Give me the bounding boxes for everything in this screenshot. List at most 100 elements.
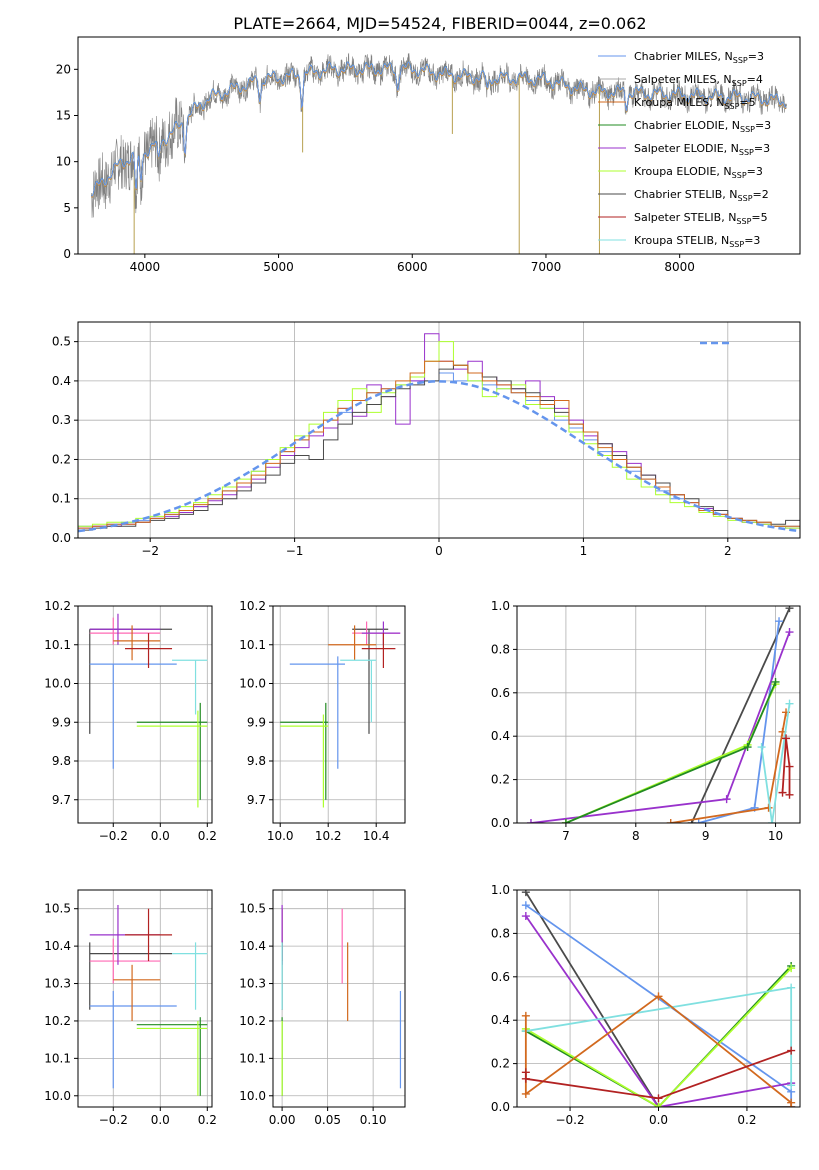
x-tick-label: −0.2 — [555, 1113, 584, 1127]
x-tick-label: 8000 — [664, 260, 695, 274]
age_vs_mass-axes: 10.0 10.2 10.4 9.7 9.8 9.9 10.0 10.1 10.2 — [239, 599, 406, 843]
x-tick-label: 0.2 — [198, 1113, 217, 1127]
age_vs_mass-frame — [272, 605, 406, 824]
mass_vs_EBV-frame — [272, 889, 406, 1108]
histogram-step — [78, 360, 800, 538]
legend-label-main: Salpeter MILES, N — [634, 73, 732, 86]
legend-label: Salpeter ELODIE, NSSP=3 — [634, 142, 770, 157]
legend-label-sub: SSP — [732, 171, 747, 180]
weight-marker — [787, 983, 796, 992]
y-tick-label: 0.6 — [491, 970, 510, 984]
x-tick-label: −0.2 — [99, 1113, 128, 1127]
weight-marker — [768, 819, 777, 823]
mass_vs_EBV-plot — [281, 904, 402, 1096]
age_vs_Z-frame — [77, 605, 213, 824]
legend-label-sub: SSP — [738, 194, 753, 203]
x-tick-label: 0.0 — [151, 829, 170, 843]
weight-marker — [787, 1046, 796, 1055]
histogram-step — [78, 341, 800, 538]
weight-marker — [521, 1074, 530, 1083]
weight-marker — [785, 762, 794, 771]
x-tick-label: 1 — [580, 544, 588, 558]
legend-label-main: Chabrier MILES, N — [634, 50, 733, 63]
y-tick-label: 0.3 — [52, 413, 71, 427]
y-tick-label: 9.7 — [247, 793, 266, 807]
x-tick-label: 0.2 — [198, 829, 217, 843]
y-tick-label: 10.1 — [239, 638, 266, 652]
age_vs_Z-axes: −0.2 0.0 0.2 9.7 9.8 9.9 10.0 10.1 10.2 — [44, 599, 217, 843]
y-tick-label: 10.0 — [44, 1089, 71, 1103]
x-tick-label: 8 — [632, 829, 640, 843]
y-tick-label: 15 — [56, 108, 71, 122]
residuals-axes: −2 −1 0 1 2 0.0 0.1 0.2 0.3 0.4 0.5 — [52, 321, 801, 558]
x-tick-label: 10.0 — [267, 829, 294, 843]
weight-marker — [654, 1094, 663, 1103]
x-tick-label: −1 — [286, 544, 304, 558]
x-tick-label: 10.4 — [363, 829, 390, 843]
y-tick-label: 10.2 — [239, 1014, 266, 1028]
y-tick-label: 0 — [63, 247, 71, 261]
x-tick-label: 5000 — [263, 260, 294, 274]
legend-label: Kroupa STELIB, NSSP=3 — [634, 234, 760, 249]
weight-marker — [764, 803, 773, 812]
legend-label-sub: SSP — [729, 240, 744, 249]
weight-marker — [526, 819, 535, 823]
y-tick-label: 0.2 — [491, 1057, 510, 1071]
legend-label-main: Chabrier STELIB, N — [634, 188, 738, 201]
y-tick-label: 0.1 — [52, 492, 71, 506]
y-tick-label: 0.0 — [491, 1100, 510, 1114]
legend-label-main: Kroupa STELIB, N — [634, 234, 729, 247]
legend-label: Salpeter MILES, NSSP=4 — [634, 73, 763, 88]
weight-line — [690, 607, 791, 823]
weight-line — [760, 703, 791, 823]
y-tick-label: 9.8 — [247, 754, 266, 768]
spectrum-frame — [77, 36, 801, 255]
weight-marker — [787, 964, 796, 973]
y-tick-label: 10.1 — [239, 1051, 266, 1065]
weight-marker — [561, 819, 570, 823]
y-tick-label: 10.0 — [239, 677, 266, 691]
legend-label-tail: =3 — [747, 165, 763, 178]
legend-label-main: Chabrier ELODIE, N — [634, 119, 740, 132]
legend-label-sub: SSP — [724, 102, 739, 111]
weight-marker — [778, 788, 787, 797]
y-tick-label: 10.0 — [44, 677, 71, 691]
age_vs_mass-plot — [280, 621, 401, 808]
weight-line — [670, 712, 787, 823]
x-tick-label: 0.2 — [737, 1113, 756, 1127]
y-tick-label: 0.4 — [52, 374, 71, 388]
y-tick-label: 0.6 — [491, 686, 510, 700]
legend-label-tail: =5 — [739, 96, 755, 109]
weight-marker — [785, 606, 794, 613]
legend-label: Chabrier MILES, NSSP=3 — [634, 50, 764, 65]
legend-label: Kroupa ELODIE, NSSP=3 — [634, 165, 763, 180]
legend-label-tail: =5 — [751, 211, 767, 224]
y-tick-label: 10.1 — [44, 1051, 71, 1065]
massweight_vs_age-axes: 7 8 9 10 0.0 0.2 0.4 0.6 0.8 1.0 — [491, 599, 801, 843]
weight-line — [525, 915, 792, 1107]
weight-marker — [654, 992, 663, 1001]
weight-marker — [654, 1103, 663, 1107]
x-tick-label: 9 — [702, 829, 710, 843]
y-tick-label: 5 — [63, 201, 71, 215]
y-tick-label: 1.0 — [491, 599, 510, 613]
x-tick-label: 0.0 — [151, 1113, 170, 1127]
weight-marker — [521, 901, 530, 910]
y-tick-label: 9.7 — [52, 793, 71, 807]
residuals-plot — [78, 333, 800, 538]
legend-label-main: Kroupa MILES, N — [634, 96, 724, 109]
weight-marker — [757, 743, 766, 752]
weight-marker — [521, 912, 530, 921]
legend-label-tail: =2 — [753, 188, 769, 201]
y-tick-label: 10.2 — [239, 599, 266, 613]
weight-marker — [722, 795, 731, 804]
y-tick-label: 0.0 — [52, 531, 71, 545]
massweight_vs_age-frame — [516, 605, 801, 824]
x-tick-label: 6000 — [397, 260, 428, 274]
legend-label-main: Salpeter STELIB, N — [634, 211, 736, 224]
weight-marker — [785, 790, 794, 799]
weight-marker — [775, 617, 784, 626]
y-tick-label: 0.4 — [491, 729, 510, 743]
x-tick-label: 0 — [435, 544, 443, 558]
mass_vs_Z-frame — [77, 889, 213, 1108]
